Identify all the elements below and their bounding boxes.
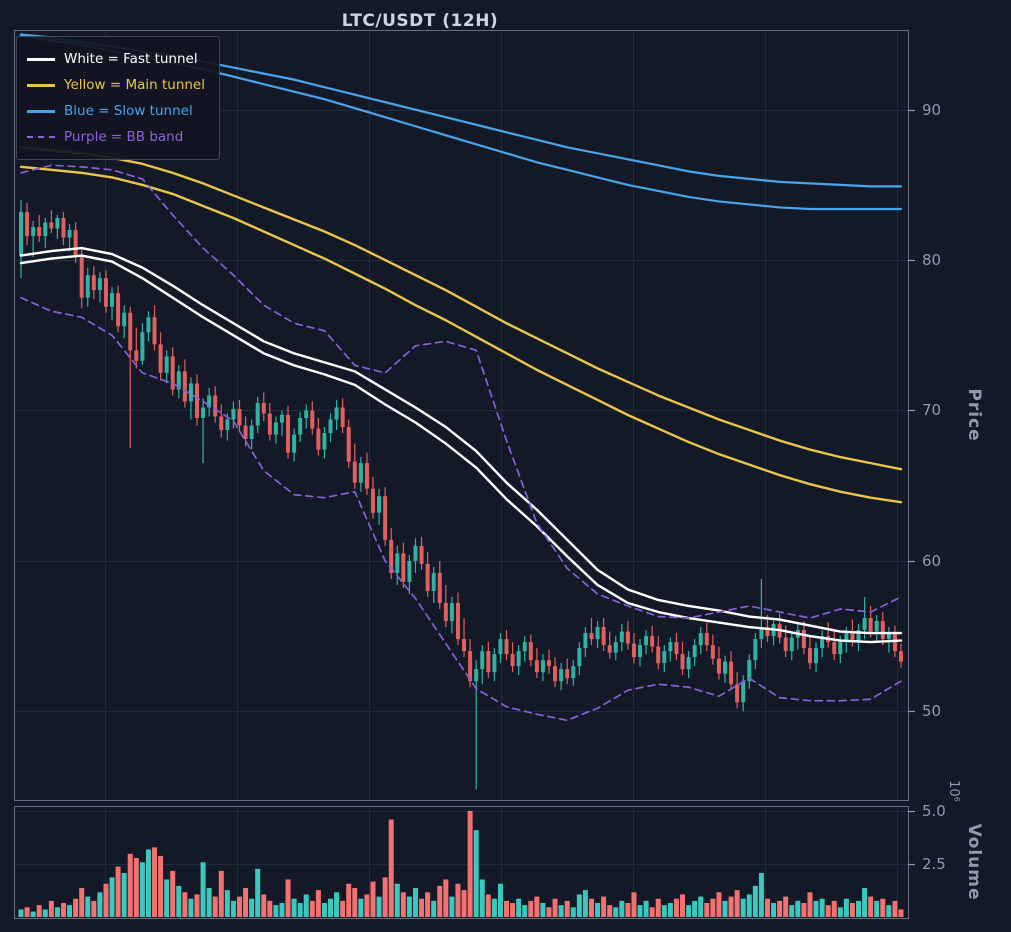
legend-item-label: Blue = Slow tunnel (64, 103, 193, 119)
volume-tick-label: 2.5 (922, 855, 946, 874)
chart-legend: White = Fast tunnel Yellow = Main tunnel B… (16, 36, 220, 160)
price-axis-label: Price (964, 388, 984, 442)
price-tick-label: 70 (922, 401, 942, 420)
volume-axis-label: Volume (964, 823, 984, 901)
legend-item: White = Fast tunnel (27, 46, 205, 72)
price-tick-label: 90 (922, 100, 942, 119)
price-tick-label: 80 (922, 251, 942, 270)
chart-title: LTC/USDT (12H) (341, 11, 499, 31)
legend-line-swatch (27, 83, 55, 87)
volume-tick-label: 5.0 (922, 801, 946, 820)
legend-item: Yellow = Main tunnel (27, 72, 205, 98)
legend-line-swatch (27, 57, 55, 61)
price-tick-label: 60 (922, 551, 942, 570)
price-tick-label: 50 (922, 702, 942, 721)
legend-item-label: White = Fast tunnel (64, 51, 198, 67)
volume-scale-offset-label: 10⁶ (946, 780, 961, 802)
legend-line-swatch (27, 136, 55, 138)
legend-item: Purple = BB band (27, 124, 205, 150)
legend-item-label: Purple = BB band (64, 129, 184, 145)
legend-item-label: Yellow = Main tunnel (64, 77, 205, 93)
legend-item: Blue = Slow tunnel (27, 98, 205, 124)
legend-line-swatch (27, 109, 55, 113)
